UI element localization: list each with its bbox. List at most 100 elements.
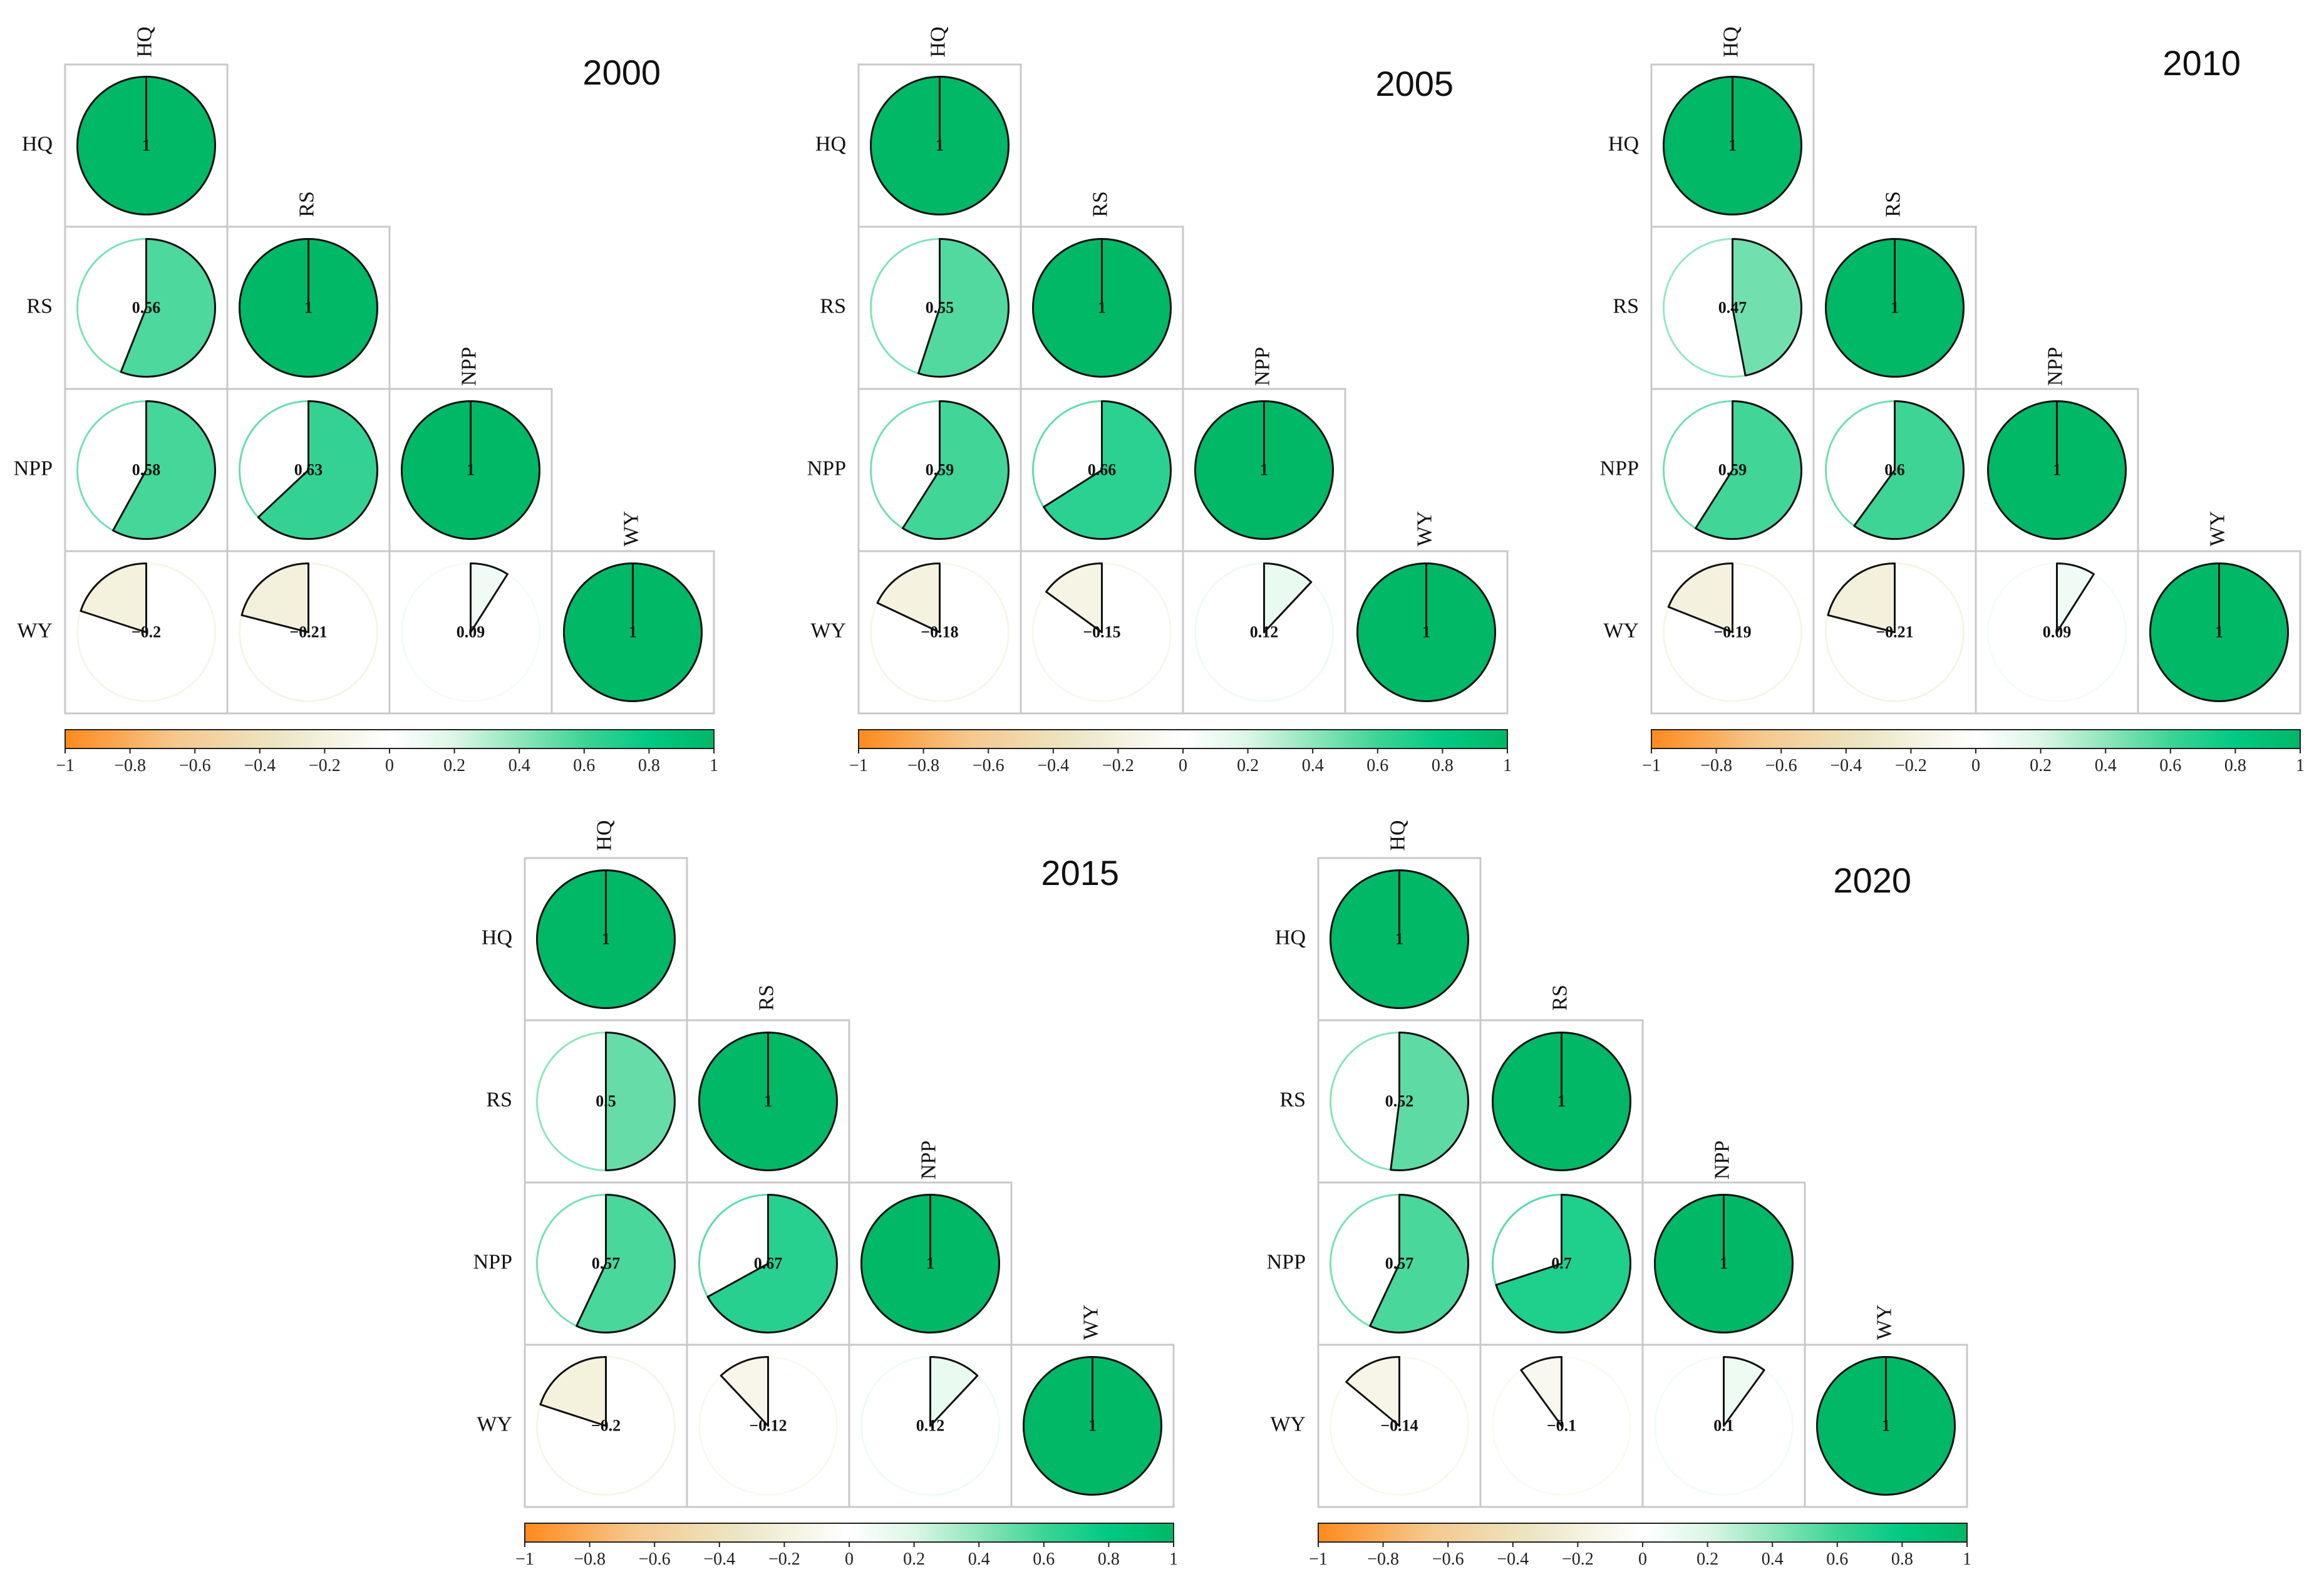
value-label: 1 bbox=[1882, 1416, 1890, 1434]
pie-slice bbox=[1345, 1356, 1400, 1427]
column-label-npp: NPP bbox=[2043, 347, 2067, 386]
row-label-npp: NPP bbox=[1600, 457, 1639, 480]
colorbar-tick-label: 0.2 bbox=[2030, 756, 2052, 775]
colorbar-tick-label: 0.4 bbox=[2095, 756, 2117, 775]
cell-npp-npp: 1 bbox=[1641, 1181, 1806, 1346]
pie-slice bbox=[470, 562, 509, 633]
row-label-hq: HQ bbox=[815, 132, 846, 155]
cell-npp-npp: 1 bbox=[1182, 388, 1346, 552]
colorbar-tick-label: −0.4 bbox=[1037, 756, 1069, 775]
value-label: 0.66 bbox=[1088, 460, 1117, 479]
value-label: −0.12 bbox=[749, 1416, 787, 1434]
colorbar-tick-label: 0.6 bbox=[1033, 1550, 1055, 1569]
value-label: −0.21 bbox=[289, 623, 327, 641]
colorbar-tick-label: −0.6 bbox=[1765, 756, 1797, 775]
cell-frame bbox=[1344, 550, 1509, 715]
colorbar-tick-label: 0.4 bbox=[968, 1550, 990, 1569]
colorbar-tick-label: 0 bbox=[845, 1550, 854, 1569]
colorbar-tick-label: −0.4 bbox=[244, 756, 276, 775]
row-label-hq: HQ bbox=[1275, 926, 1306, 949]
value-label: 1 bbox=[1891, 298, 1899, 316]
colorbar-tick-label: −0.8 bbox=[574, 1550, 606, 1569]
colorbar-tick-label: −0.8 bbox=[1367, 1550, 1399, 1569]
value-label: −0.18 bbox=[921, 623, 958, 641]
value-label: 1 bbox=[1260, 460, 1268, 479]
cell-npp-rs: 0.67 bbox=[686, 1181, 850, 1346]
row-label-wy: WY bbox=[1603, 619, 1639, 642]
colorbar-tick-label: 0 bbox=[1179, 756, 1187, 775]
pie-slice bbox=[929, 1356, 979, 1427]
panel-title-2010: 2010 bbox=[2162, 43, 2241, 83]
colorbar-tick-label: 0.6 bbox=[573, 756, 595, 775]
colorbar-tick-label: −0.2 bbox=[309, 756, 341, 775]
colorbar-gradient bbox=[525, 1523, 1174, 1542]
cell-wy-wy: 1 bbox=[1804, 1343, 1968, 1508]
cell-rs-rs: 1 bbox=[226, 225, 391, 390]
cell-frame bbox=[2137, 550, 2301, 715]
cell-npp-npp: 1 bbox=[1975, 388, 2139, 552]
pie-slice bbox=[1390, 1032, 1470, 1171]
pie-slice bbox=[876, 562, 941, 633]
column-label-npp: NPP bbox=[457, 347, 480, 386]
row-label-rs: RS bbox=[26, 294, 53, 318]
value-label: 0.59 bbox=[926, 460, 954, 479]
colorbar-tick-label: 1 bbox=[2296, 756, 2305, 775]
panel-2015: 2015 HQ HQ 1 RS RS 0.5 1 NPP NPP 0.57 0.67 1 WY WY −0.2… bbox=[473, 820, 1178, 1569]
pie-slice bbox=[112, 400, 216, 540]
column-label-rs: RS bbox=[1881, 191, 1904, 217]
column-label-wy: WY bbox=[619, 511, 643, 547]
value-label: 1 bbox=[1728, 136, 1737, 154]
panel-title-2015: 2015 bbox=[1041, 853, 1119, 893]
colorbar-tick-label: 0.6 bbox=[2159, 756, 2181, 775]
value-label: 1 bbox=[467, 460, 475, 479]
cell-rs-hq: 0.47 bbox=[1650, 225, 1815, 390]
colorbar-tick-label: 0.8 bbox=[1432, 756, 1454, 775]
colorbar-gradient bbox=[859, 730, 1507, 748]
row-label-wy: WY bbox=[810, 619, 846, 642]
colorbar-2010: −1 −0.8 −0.6 −0.4 −0.2 0 0.2 0.4 0.6 0.8 1 bbox=[1642, 729, 2305, 775]
colorbar-2020: −1 −0.8 −0.6 −0.4 −0.2 0 0.2 0.4 0.6 0.8 1 bbox=[1309, 1523, 1971, 1569]
row-label-npp: NPP bbox=[14, 457, 53, 480]
colorbar-tick-label: −0.6 bbox=[973, 756, 1004, 775]
column-label-wy: WY bbox=[2206, 511, 2229, 547]
row-label-npp: NPP bbox=[1267, 1250, 1306, 1273]
cell-wy-rs: −0.21 bbox=[226, 550, 391, 715]
value-label: 0.12 bbox=[916, 1416, 945, 1434]
value-label: 0.57 bbox=[1385, 1254, 1414, 1272]
colorbar-tick-label: −0.8 bbox=[114, 756, 146, 775]
colorbar-tick-label: 0.4 bbox=[509, 756, 530, 775]
colorbar-tick-label: 0.8 bbox=[2224, 756, 2246, 775]
value-label: 0.63 bbox=[294, 460, 323, 479]
pie-slice bbox=[1263, 562, 1313, 633]
colorbar-tick-label: 0.8 bbox=[638, 756, 660, 775]
value-label: 0.7 bbox=[1551, 1254, 1572, 1272]
value-label: 0.58 bbox=[132, 460, 161, 479]
colorbar-tick-label: −0.8 bbox=[1700, 756, 1732, 775]
row-label-hq: HQ bbox=[1608, 132, 1639, 155]
colorbar-tick-label: 0.2 bbox=[903, 1550, 925, 1569]
cell-wy-rs: −0.15 bbox=[1020, 550, 1184, 715]
cell-hq-hq: 1 bbox=[64, 63, 229, 228]
colorbar-tick-label: −0.2 bbox=[1562, 1550, 1594, 1569]
colorbar-tick-label: 1 bbox=[1169, 1550, 1178, 1569]
colorbar-tick-label: −1 bbox=[515, 1550, 534, 1569]
pie-slice bbox=[1723, 1356, 1765, 1427]
colorbar-tick-label: −1 bbox=[1309, 1550, 1328, 1569]
row-label-npp: NPP bbox=[473, 1250, 512, 1273]
panel-2010: 2010 HQ HQ 1 RS RS 0.47 1 NPP NPP 0.59 0.6 1 WY WY −0.1… bbox=[1600, 26, 2305, 775]
row-label-npp: NPP bbox=[807, 457, 846, 480]
value-label: 1 bbox=[142, 136, 150, 154]
cell-wy-hq: −0.14 bbox=[1317, 1343, 1482, 1508]
value-label: 0.59 bbox=[1718, 460, 1747, 479]
colorbar-tick-label: −0.2 bbox=[768, 1550, 800, 1569]
cell-npp-hq: 0.59 bbox=[1650, 388, 1815, 552]
cell-rs-rs: 1 bbox=[1020, 225, 1184, 390]
value-label: 0.09 bbox=[457, 623, 485, 641]
pie-slice bbox=[706, 1194, 838, 1333]
cell-wy-wy: 1 bbox=[550, 550, 715, 715]
cell-frame bbox=[1804, 1343, 1968, 1508]
value-label: 0.5 bbox=[596, 1092, 616, 1110]
column-label-rs: RS bbox=[1088, 191, 1112, 217]
cell-npp-npp: 1 bbox=[388, 388, 553, 552]
